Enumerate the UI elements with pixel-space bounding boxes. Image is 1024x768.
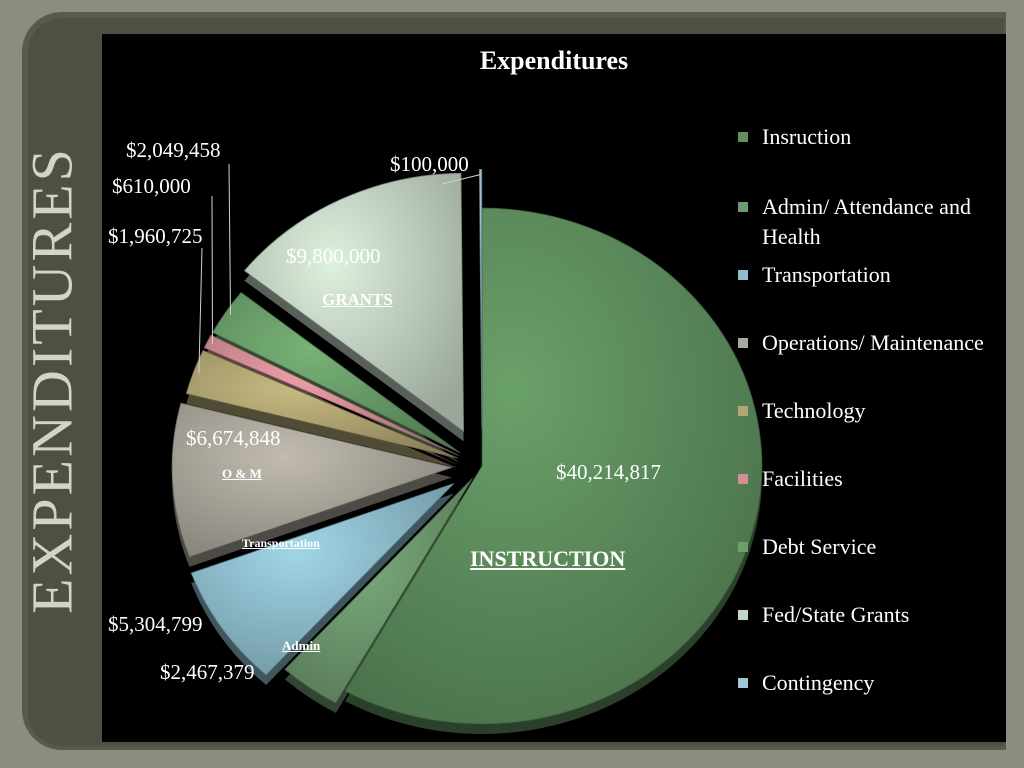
- value-label-2: $5,304,799: [108, 612, 203, 636]
- pie-slice-technology[interactable]: [185, 349, 458, 459]
- pie-slice-operations-maintenance[interactable]: [171, 402, 454, 558]
- value-label-1: $2,467,379: [160, 660, 255, 684]
- category-label-0: INSTRUCTION: [470, 546, 626, 571]
- pie-slice-admin-attendance-and-health[interactable]: [284, 477, 474, 704]
- value-label-7: $9,800,000: [286, 244, 381, 268]
- category-label-1: Admin: [282, 638, 321, 653]
- pie-slice-contingency[interactable]: [478, 168, 483, 428]
- pie-slice-insruction[interactable]: [344, 207, 763, 725]
- legend-swatch-icon: [738, 338, 748, 348]
- category-label-3: O & M: [222, 466, 262, 481]
- legend-label: Debt Service: [762, 534, 877, 559]
- legend-swatch-icon: [738, 474, 748, 484]
- leader-line-8: [441, 174, 481, 185]
- value-label-6: $2,049,458: [126, 138, 221, 162]
- side-title: EXPENDITURES: [0, 0, 100, 768]
- leader-line-5: [211, 195, 213, 344]
- category-label-7: GRANTS: [322, 290, 393, 309]
- legend-label: Operations/ Maintenance: [762, 330, 984, 355]
- pie-chart: [171, 163, 763, 734]
- legend-swatch-icon: [738, 406, 748, 416]
- legend-swatch-icon: [738, 678, 748, 688]
- value-label-5: $610,000: [112, 174, 191, 198]
- legend-label: Contingency: [762, 670, 875, 695]
- legend-swatch-icon: [738, 270, 748, 280]
- legend-swatch-icon: [738, 542, 748, 552]
- legend-label: Facilities: [762, 466, 843, 491]
- legend-label: Insruction: [762, 124, 852, 149]
- value-label-0: $40,214,817: [556, 460, 661, 484]
- legend-swatch-icon: [738, 610, 748, 620]
- legend-label: Fed/State Grants: [762, 602, 910, 627]
- value-label-4: $1,960,725: [108, 224, 203, 248]
- chart-panel: Expenditures Insruction Admin/ Attendance…: [102, 34, 1006, 742]
- legend-swatch-icon: [738, 202, 748, 212]
- legend-label: Technology: [762, 398, 866, 423]
- value-label-3: $6,674,848: [186, 426, 281, 450]
- leader-line-4: [198, 247, 203, 374]
- side-title-text: EXPENDITURES: [19, 146, 85, 614]
- pie-slice-facilities[interactable]: [203, 334, 459, 456]
- legend-swatch-icon: [738, 132, 748, 142]
- pie-slice-fed-state-grants[interactable]: [243, 172, 464, 433]
- pie-slice-transportation[interactable]: [190, 483, 455, 676]
- value-label-8: $100,000: [390, 152, 469, 176]
- chart-title: Expenditures: [479, 46, 629, 75]
- legend-label: Transportation: [762, 262, 891, 287]
- leader-line-6: [228, 163, 231, 315]
- category-label-2: Transportation: [242, 536, 320, 550]
- legend-label: Admin/ Attendance and Health: [762, 194, 971, 249]
